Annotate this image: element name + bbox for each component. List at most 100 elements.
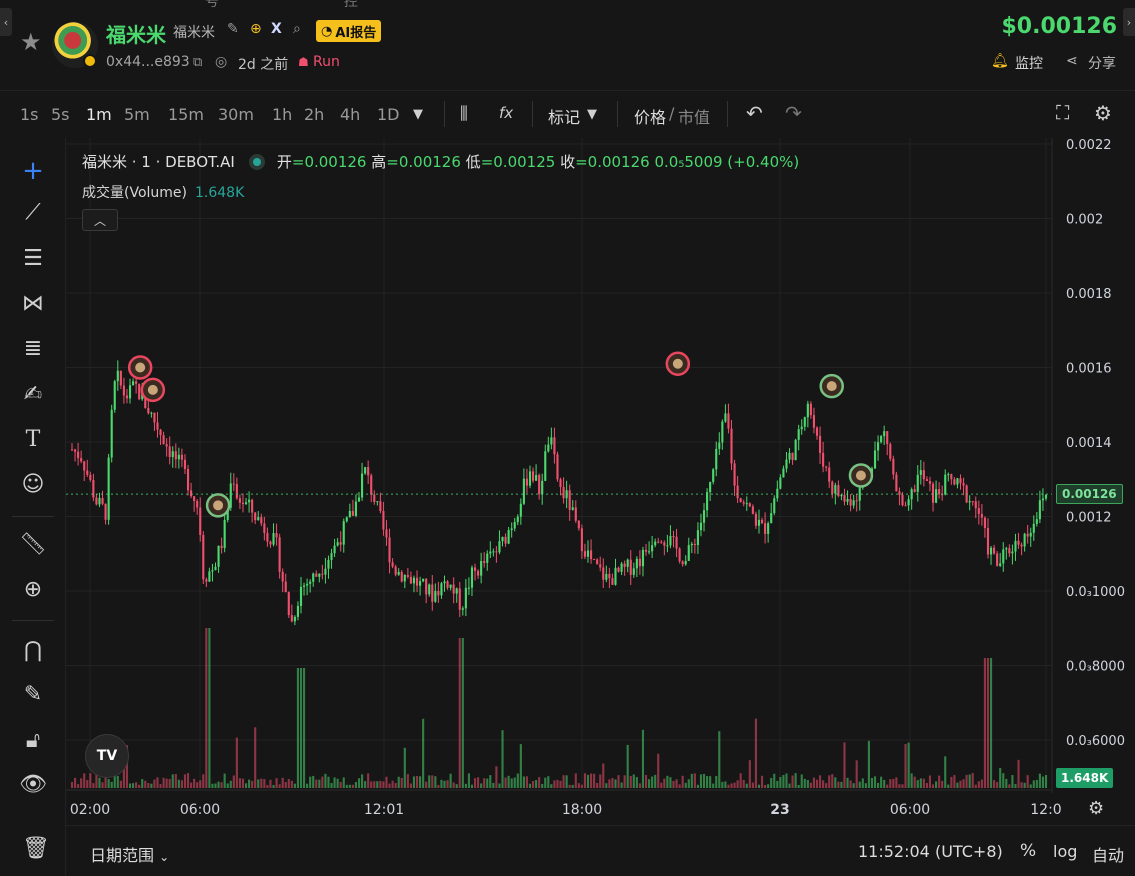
- undo-icon[interactable]: ↶: [746, 101, 763, 125]
- timeframe-5s[interactable]: 5s: [51, 105, 70, 124]
- ai-report-button[interactable]: ◔ AI报告: [316, 20, 382, 42]
- emoji-icon[interactable]: ☺: [21, 472, 45, 497]
- candle-body: [342, 521, 345, 545]
- candle-body: [446, 581, 449, 588]
- brush-icon[interactable]: ✍: [23, 382, 43, 407]
- text-tool-icon[interactable]: T: [25, 427, 41, 452]
- volume-bar: [806, 780, 809, 788]
- market-cap-toggle[interactable]: 市值: [678, 108, 711, 127]
- timeframe-dropdown-icon[interactable]: ▼: [413, 107, 423, 122]
- zoom-in-icon[interactable]: ⊕: [23, 577, 43, 602]
- chart-canvas[interactable]: 0.0022 0.002 0.0018 0.0016 0.0014 0.0012 0.0₃1…: [66, 138, 1135, 836]
- candle-body: [980, 513, 983, 518]
- redo-icon[interactable]: ↷: [785, 101, 802, 125]
- copy-address-icon[interactable]: ⧉: [193, 55, 203, 70]
- price-toggle[interactable]: 价格: [634, 108, 667, 127]
- fullscreen-icon[interactable]: ⛶: [1056, 102, 1070, 124]
- date-range-dropdown[interactable]: 日期范围 ⌄: [90, 842, 169, 866]
- edit-icon[interactable]: ✎: [227, 21, 239, 37]
- candle-body: [959, 478, 962, 484]
- candle-body: [504, 536, 507, 544]
- candle-body: [452, 584, 455, 594]
- volume-bar: [730, 783, 733, 788]
- candle-body: [883, 431, 886, 437]
- timeframe-15m[interactable]: 15m: [168, 105, 204, 124]
- x-twitter-icon[interactable]: X: [271, 21, 282, 37]
- timeframe-1d[interactable]: 1D: [377, 105, 400, 124]
- volume-bar: [159, 784, 162, 788]
- volume-bar: [232, 775, 235, 788]
- tradingview-logo[interactable]: TV: [85, 734, 129, 778]
- volume-bar: [904, 743, 907, 788]
- volume-bar: [205, 628, 208, 788]
- volume-bar: [754, 718, 758, 788]
- volume-bar: [654, 774, 657, 788]
- share-button[interactable]: 分享: [1088, 56, 1116, 72]
- bell-icon[interactable]: 🔔︎: [991, 53, 1009, 69]
- fib-retracement-icon[interactable]: ≣: [23, 336, 43, 361]
- monitor-button[interactable]: 监控: [1015, 56, 1043, 72]
- candle-body: [1011, 551, 1014, 554]
- volume-bar: [180, 780, 183, 788]
- visibility-eye-icon[interactable]: 👁︎: [19, 772, 47, 797]
- pitchfork-icon[interactable]: ⋈: [22, 291, 44, 316]
- volume-bar: [629, 775, 632, 788]
- candle-body: [388, 537, 391, 563]
- horizontal-lines-icon[interactable]: ☰: [23, 246, 43, 271]
- volume-bar: [379, 780, 382, 788]
- price-chart[interactable]: 0.0022 0.002 0.0018 0.0016 0.0014 0.0012 0.0₃1…: [66, 138, 1135, 836]
- share-icon[interactable]: ⋖: [1066, 53, 1078, 69]
- volume-bar: [941, 780, 944, 788]
- legend-collapse-button[interactable]: ︿: [82, 209, 118, 231]
- candle-body: [791, 452, 794, 461]
- candle-body: [135, 381, 138, 384]
- indicators-icon[interactable]: fx: [499, 104, 514, 122]
- mark-dropdown[interactable]: 标记: [548, 108, 581, 127]
- log-scale-toggle[interactable]: log: [1053, 842, 1078, 861]
- clipped-text-1: 号: [205, 0, 219, 10]
- candle-body: [953, 479, 956, 485]
- candle-body: [464, 587, 467, 609]
- candle-type-icon[interactable]: ⫼: [460, 104, 468, 124]
- trend-line-icon[interactable]: ⟋: [25, 200, 41, 225]
- candle-body: [473, 567, 477, 571]
- volume-bar: [403, 747, 406, 788]
- search-icon[interactable]: ⌕: [293, 21, 301, 37]
- collapse-right-panel-button[interactable]: ›: [1123, 8, 1135, 36]
- status-dot-icon[interactable]: [248, 154, 265, 170]
- candle-body: [547, 444, 550, 452]
- candle-body: [818, 435, 822, 453]
- volume-bar: [635, 777, 638, 788]
- y-axis-tick-label: 0.0016: [1066, 362, 1112, 377]
- magnet-icon[interactable]: ⋂: [23, 638, 43, 663]
- clock[interactable]: 11:52:04 (UTC+8): [858, 842, 1003, 861]
- timeframe-4h[interactable]: 4h: [340, 105, 361, 124]
- ruler-icon[interactable]: 📏︎: [19, 532, 47, 557]
- candle-body: [651, 545, 654, 552]
- favorite-star-icon[interactable]: ★: [20, 28, 42, 56]
- candle-body: [125, 395, 129, 399]
- volume-bar: [818, 775, 822, 788]
- timeframe-1s[interactable]: 1s: [20, 105, 39, 124]
- candle-body: [403, 574, 406, 582]
- timeframe-5m[interactable]: 5m: [124, 105, 150, 124]
- website-icon[interactable]: ⊕: [250, 21, 262, 37]
- settings-gear-icon[interactable]: ⚙: [1094, 101, 1112, 125]
- timeframe-1m[interactable]: 1m: [86, 105, 112, 124]
- lock-drawing-icon[interactable]: ✎: [23, 682, 43, 707]
- crosshair-icon[interactable]: +: [22, 156, 44, 186]
- percent-scale-toggle[interactable]: %: [1020, 841, 1037, 861]
- time-axis-settings-icon[interactable]: ⚙: [1088, 798, 1105, 819]
- candle-body: [171, 451, 174, 457]
- trash-icon[interactable]: 🗑︎: [22, 836, 50, 861]
- timeframe-2h[interactable]: 2h: [304, 105, 325, 124]
- timeframe-30m[interactable]: 30m: [218, 105, 254, 124]
- candle-body: [626, 559, 629, 567]
- auto-scale-toggle[interactable]: 自动: [1092, 846, 1125, 865]
- mark-dropdown-chevron-icon[interactable]: ▼: [587, 107, 597, 122]
- unlock-icon[interactable]: 🔓︎: [25, 728, 41, 753]
- volume-bar: [895, 777, 898, 788]
- volume-bar: [614, 779, 617, 788]
- timeframe-1h[interactable]: 1h: [272, 105, 293, 124]
- collapse-left-panel-button[interactable]: ‹: [0, 8, 12, 36]
